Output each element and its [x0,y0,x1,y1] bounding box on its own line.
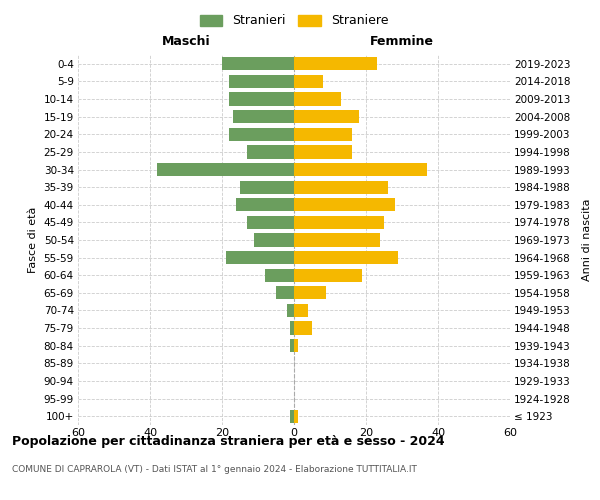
Bar [294,163,427,176]
Bar [265,268,294,282]
Bar [290,322,294,334]
Y-axis label: Fasce di età: Fasce di età [28,207,38,273]
Bar [254,234,294,246]
Bar [294,128,352,141]
Text: Popolazione per cittadinanza straniera per età e sesso - 2024: Popolazione per cittadinanza straniera p… [12,435,445,448]
Bar [294,110,359,124]
Bar [222,57,294,70]
Bar [294,146,352,158]
Bar [294,268,362,282]
Bar [287,304,294,317]
Bar [294,75,323,88]
Bar [294,57,377,70]
Bar [294,234,380,246]
Bar [294,339,298,352]
Bar [294,410,298,423]
Bar [229,92,294,106]
Text: Maschi: Maschi [161,34,211,48]
Bar [294,322,312,334]
Y-axis label: Anni di nascita: Anni di nascita [582,198,592,281]
Bar [294,180,388,194]
Bar [233,110,294,124]
Bar [294,198,395,211]
Text: COMUNE DI CAPRAROLA (VT) - Dati ISTAT al 1° gennaio 2024 - Elaborazione TUTTITAL: COMUNE DI CAPRAROLA (VT) - Dati ISTAT al… [12,465,417,474]
Bar [229,128,294,141]
Text: Femmine: Femmine [370,34,434,48]
Bar [294,251,398,264]
Bar [157,163,294,176]
Bar [247,216,294,229]
Bar [294,92,341,106]
Legend: Stranieri, Straniere: Stranieri, Straniere [195,10,393,32]
Bar [229,75,294,88]
Bar [294,216,384,229]
Bar [247,146,294,158]
Bar [226,251,294,264]
Bar [240,180,294,194]
Bar [294,304,308,317]
Bar [276,286,294,300]
Bar [236,198,294,211]
Bar [294,286,326,300]
Bar [290,410,294,423]
Bar [290,339,294,352]
